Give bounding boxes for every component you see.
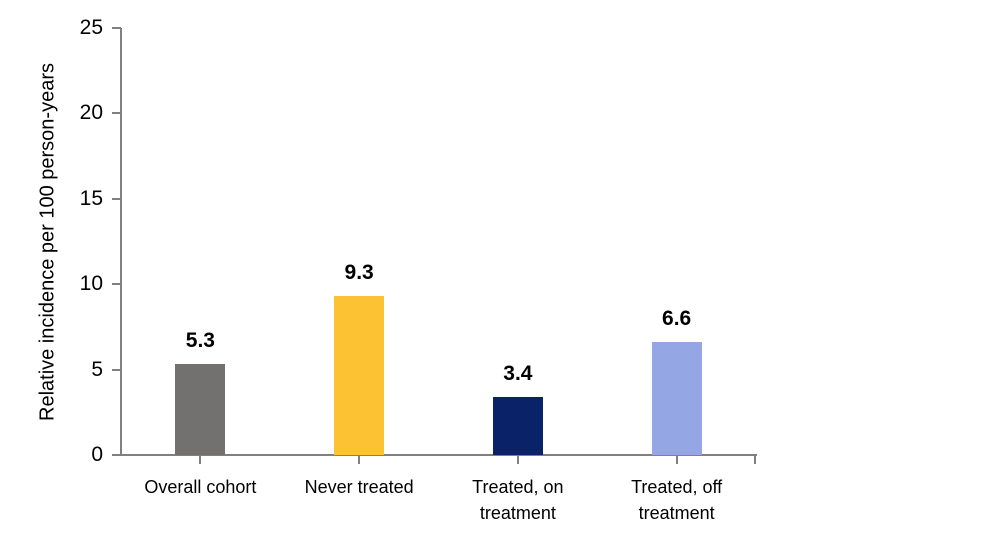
y-tick-label: 20 — [79, 101, 103, 125]
y-tick-label: 15 — [79, 186, 103, 210]
y-tick-mark — [112, 112, 121, 115]
value-label: 9.3 — [344, 261, 374, 285]
x-tick-mark — [754, 456, 756, 464]
x-tick-mark — [199, 456, 202, 464]
y-tick-label: 5 — [91, 357, 103, 381]
y-tick-mark — [112, 454, 121, 456]
bar-treated-on-treatment — [492, 396, 543, 455]
y-axis-line — [120, 28, 122, 456]
category-label: Treated, off treatment — [631, 477, 723, 523]
category-label: Treated, on treatment — [472, 477, 564, 523]
y-axis-title: Relative incidence per 100 person-years — [36, 63, 59, 421]
x-tick-mark — [675, 456, 678, 464]
value-label: 6.6 — [662, 307, 692, 331]
y-tick-mark — [112, 368, 121, 371]
x-tick-mark — [516, 456, 519, 464]
y-tick-label: 10 — [79, 272, 103, 296]
bar-never-treated — [334, 296, 385, 455]
y-tick-label: 25 — [79, 16, 103, 39]
bar-overall-cohort — [175, 364, 226, 455]
y-tick-mark — [112, 197, 121, 200]
category-label: Overall cohort — [144, 477, 257, 497]
value-label: 3.4 — [503, 361, 533, 385]
x-axis-line — [120, 454, 757, 456]
value-label: 5.3 — [185, 329, 215, 353]
y-tick-mark — [112, 27, 121, 29]
bar-treated-off-treatment — [651, 342, 702, 455]
category-label: Never treated — [304, 477, 414, 497]
x-tick-mark — [358, 456, 361, 464]
y-tick-label: 0 — [91, 443, 103, 466]
y-tick-mark — [112, 283, 121, 286]
